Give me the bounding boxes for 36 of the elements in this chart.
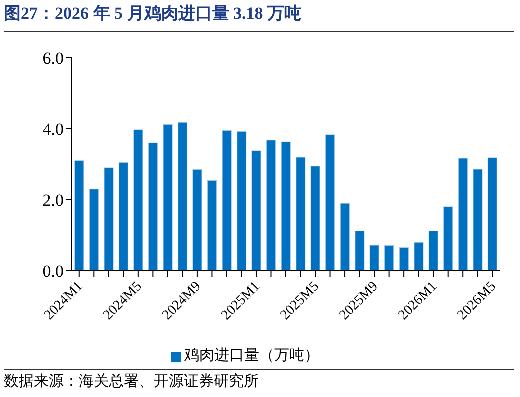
bar [252,150,262,271]
bar [266,140,276,271]
bar [488,158,498,271]
bar [222,130,232,271]
bar [458,158,468,271]
bar [104,168,114,271]
bar [296,157,306,271]
bar [355,230,365,271]
legend-label: 鸡肉进口量（万吨） [184,348,320,364]
bar [163,124,173,271]
bar [236,132,247,271]
bar [207,180,218,271]
bar [326,134,336,271]
bar [192,170,202,271]
bar [399,248,409,271]
bar [178,122,188,271]
y-tick-label: 0.0 [42,262,64,282]
bar [428,230,438,271]
bar [281,142,291,271]
bar [134,130,144,271]
bar [340,203,350,271]
bar [414,242,424,271]
source-note: 数据来源：海关总署、开源证券研究所 [4,372,259,391]
bar [74,160,84,271]
bar [118,162,129,271]
bar [310,166,320,271]
bar [384,245,394,271]
chart-title: 图27：2026 年 5 月鸡肉进口量 3.18 万吨 [4,3,302,25]
bar [148,142,158,271]
bar [473,169,483,271]
bar [370,245,380,271]
bar [444,206,454,271]
y-tick-label: 2.0 [42,191,64,210]
bar [89,189,100,271]
y-tick-label: 4.0 [42,120,64,140]
y-tick-label: 6.0 [42,49,64,68]
